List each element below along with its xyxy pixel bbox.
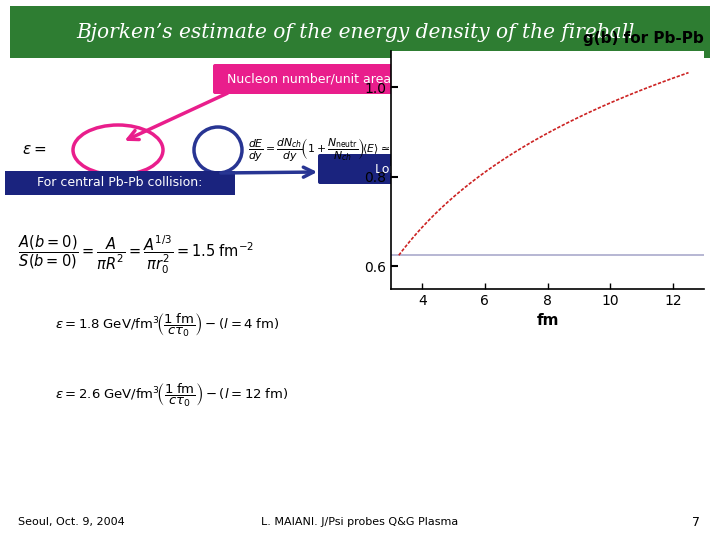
Text: g(b) for Pb-Pb: g(b) for Pb-Pb xyxy=(583,31,704,46)
Text: For central Pb-Pb collision:: For central Pb-Pb collision: xyxy=(37,177,203,190)
Text: 7: 7 xyxy=(692,516,700,529)
Text: $\varepsilon = 2.6\;{\rm GeV}/{\rm fm}^3\!\left(\dfrac{1\;{\rm fm}}{c\tau_0}\rig: $\varepsilon = 2.6\;{\rm GeV}/{\rm fm}^3… xyxy=(55,381,288,409)
FancyBboxPatch shape xyxy=(213,64,572,94)
FancyBboxPatch shape xyxy=(10,6,710,58)
Text: Bjorken’s estimate of the energy density of the fireball: Bjorken’s estimate of the energy density… xyxy=(76,23,634,42)
FancyBboxPatch shape xyxy=(318,154,577,184)
Text: Longitudinal dimension: Longitudinal dimension xyxy=(374,163,521,176)
Text: Seoul, Oct. 9, 2004: Seoul, Oct. 9, 2004 xyxy=(18,517,125,527)
Text: $\dfrac{dE}{dy} = \dfrac{dN_{ch}}{dy}\!\left(1+\dfrac{N_{\rm neutr}}{N_{ch}}\rig: $\dfrac{dE}{dy} = \dfrac{dN_{ch}}{dy}\!\… xyxy=(248,137,547,164)
Text: Nucleon number/unit area (increases with centrality): Nucleon number/unit area (increases with… xyxy=(227,72,558,85)
FancyBboxPatch shape xyxy=(5,171,235,195)
Text: $\varepsilon = 1.8\;{\rm GeV}/{\rm fm}^3\!\left(\dfrac{1\;{\rm fm}}{c\tau_0}\rig: $\varepsilon = 1.8\;{\rm GeV}/{\rm fm}^3… xyxy=(55,312,279,339)
Text: L. MAIANI. J/Psi probes Q&G Plasma: L. MAIANI. J/Psi probes Q&G Plasma xyxy=(261,517,459,527)
Text: $\dfrac{A(b=0)}{S(b=0)} = \dfrac{A}{\pi R^2} = \dfrac{A^{1/3}}{\pi r_0^2} = 1.5\: $\dfrac{A(b=0)}{S(b=0)} = \dfrac{A}{\pi … xyxy=(18,234,254,276)
Text: $\varepsilon =$: $\varepsilon =$ xyxy=(22,143,46,157)
X-axis label: fm: fm xyxy=(536,313,559,328)
